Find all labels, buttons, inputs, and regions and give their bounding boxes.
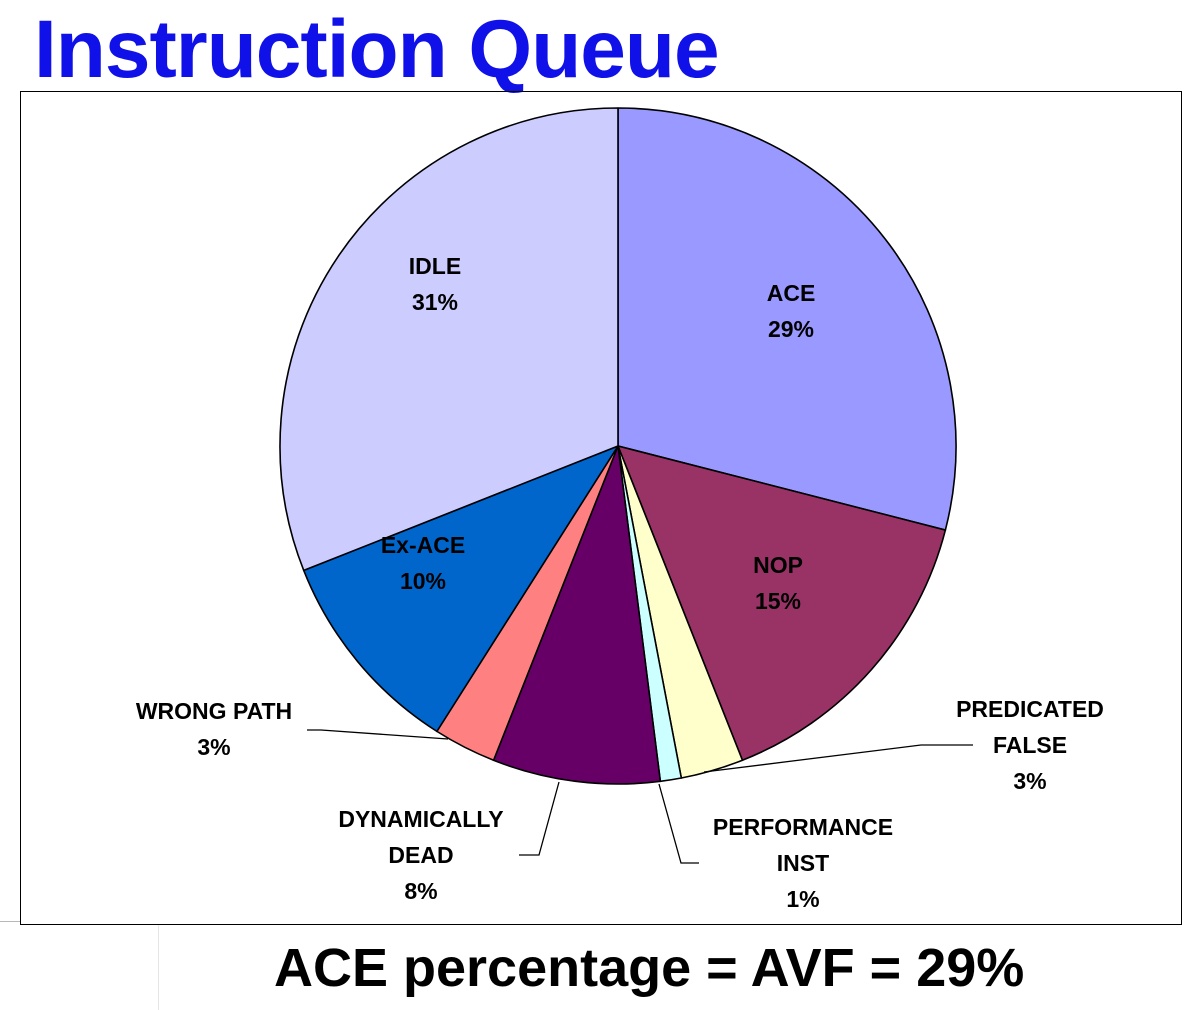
slice-value-ex-ace: 10% [400,568,446,594]
leader-line-dynamically-dead [519,781,560,856]
slice-label-text-performance-inst: INST [777,850,829,876]
pie-slice-idle [279,107,619,572]
leader-line-predicated-false [703,744,973,773]
slice-value-ace: 29% [768,316,814,342]
slice-value-nop: 15% [755,588,801,614]
pie-slice-ex-ace [302,445,619,733]
slide-edge-line [0,921,20,922]
slide-title: Instruction Queue [34,4,720,95]
slice-label-text-idle: IDLE [409,253,461,279]
slice-label-text-performance-inst: PERFORMANCE [713,814,893,840]
slice-label-text-ace: ACE [767,280,816,306]
slice-label-dynamically-dead: DYNAMICALLY DEAD 8% [338,806,503,904]
pie-slice-nop [617,445,947,762]
slice-label-text-dynamically-dead: DYNAMICALLY [338,806,503,832]
pie-chart: ACE 29% NOP 15% PREDICATED FALSE 3% PERFORMANCE… [136,107,1104,912]
slice-label-text-wrong-path: WRONG PATH [136,698,292,724]
slice-label-idle: IDLE 31% [409,253,461,315]
pie-slice-ace [617,107,957,531]
slice-value-performance-inst: 1% [786,886,819,912]
slice-label-ex-ace: Ex-ACE 10% [381,532,465,594]
slice-label-ace: ACE 29% [767,280,816,342]
slice-label-text-dynamically-dead: DEAD [388,842,453,868]
slice-value-dynamically-dead: 8% [404,878,437,904]
slice-label-predicated-false: PREDICATED FALSE 3% [956,696,1104,794]
slice-label-performance-inst: PERFORMANCE INST 1% [713,814,893,912]
slice-label-text-predicated-false: FALSE [993,732,1067,758]
slide-edge-line-vertical [158,925,159,1010]
slice-value-predicated-false: 3% [1013,768,1046,794]
leader-line-performance-inst [658,783,699,864]
slice-label-wrong-path: WRONG PATH 3% [136,698,292,760]
slice-label-text-predicated-false: PREDICATED [956,696,1104,722]
pie-slice-dynamically-dead [492,445,662,785]
ace-avf-summary: ACE percentage = AVF = 29% [274,938,1025,998]
slice-value-wrong-path: 3% [197,734,230,760]
slice-label-text-ex-ace: Ex-ACE [381,532,465,558]
slice-value-idle: 31% [412,289,458,315]
chart-frame: ACE 29% NOP 15% PREDICATED FALSE 3% PERFORMANCE… [20,91,1182,925]
slice-label-text-nop: NOP [753,552,803,578]
leader-line-wrong-path [307,729,449,740]
slice-label-nop: NOP 15% [753,552,803,614]
